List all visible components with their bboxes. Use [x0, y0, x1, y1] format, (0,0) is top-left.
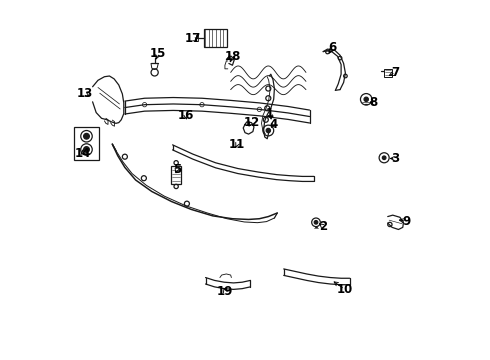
- Text: 5: 5: [173, 163, 181, 176]
- Bar: [171, 166, 181, 184]
- Text: 15: 15: [150, 47, 167, 60]
- Circle shape: [364, 97, 368, 102]
- Text: 6: 6: [329, 41, 337, 54]
- Circle shape: [84, 134, 89, 139]
- Text: 1: 1: [266, 107, 274, 120]
- Text: 12: 12: [244, 116, 260, 129]
- Circle shape: [314, 221, 318, 224]
- Text: 4: 4: [270, 118, 278, 131]
- Circle shape: [257, 107, 262, 112]
- Circle shape: [143, 103, 147, 107]
- Bar: [204, 29, 227, 47]
- Text: 3: 3: [392, 152, 400, 165]
- Text: 18: 18: [224, 50, 241, 63]
- Bar: [384, 69, 392, 77]
- Circle shape: [200, 103, 204, 107]
- Circle shape: [266, 129, 270, 133]
- Circle shape: [382, 156, 386, 159]
- Text: 19: 19: [217, 285, 233, 298]
- Text: 7: 7: [392, 66, 400, 79]
- Text: 14: 14: [74, 147, 91, 159]
- Text: 10: 10: [337, 283, 353, 296]
- Bar: [74, 127, 99, 160]
- Text: 17: 17: [185, 32, 201, 45]
- Text: 16: 16: [178, 109, 194, 122]
- Text: 8: 8: [369, 96, 377, 109]
- Text: 2: 2: [319, 220, 327, 233]
- Bar: [196, 35, 198, 41]
- Circle shape: [84, 147, 89, 152]
- Text: 13: 13: [76, 87, 93, 100]
- Text: 9: 9: [402, 215, 411, 228]
- Text: 11: 11: [229, 138, 245, 150]
